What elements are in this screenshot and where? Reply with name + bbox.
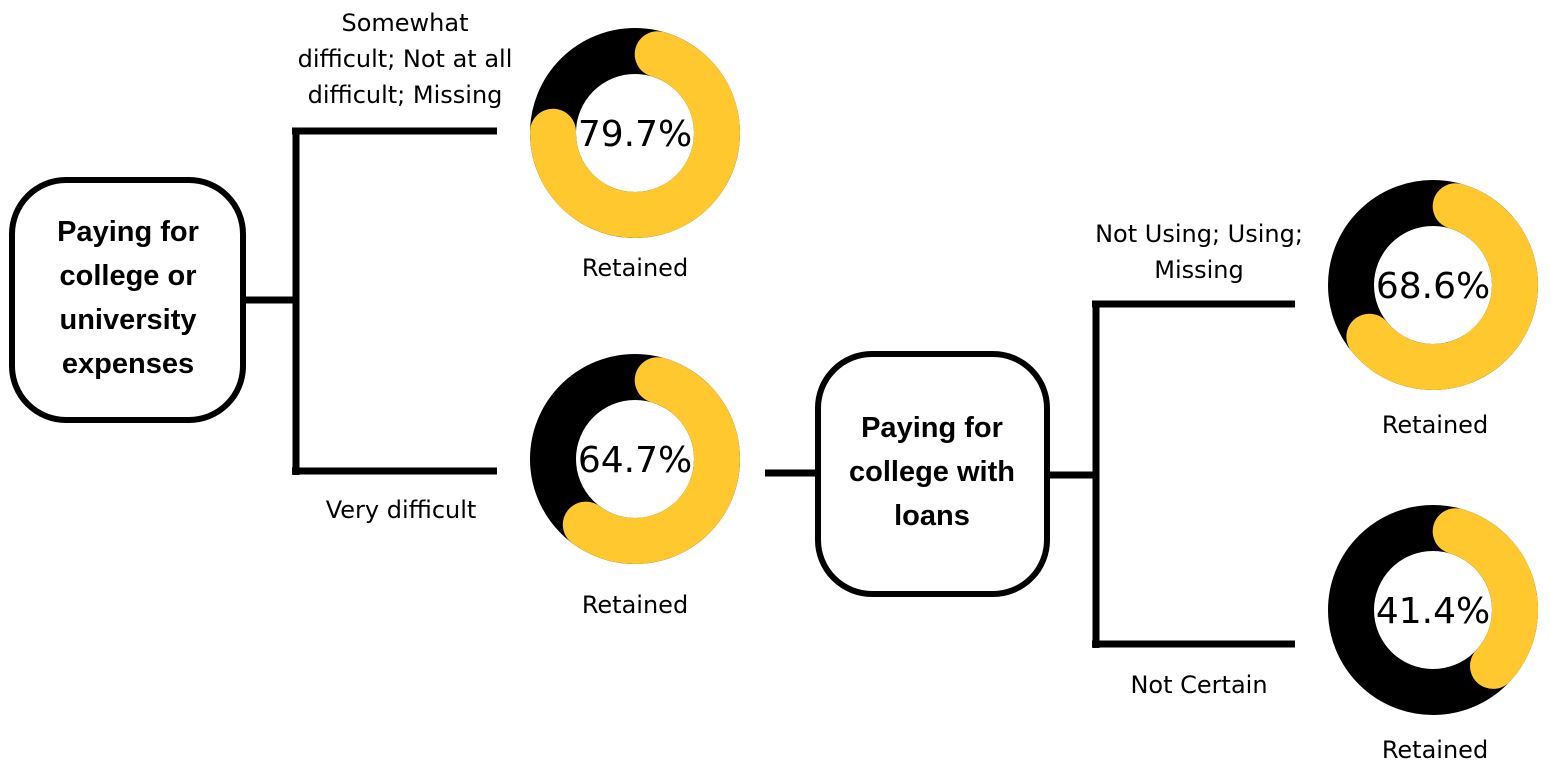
donut-2-caption: Retained: [582, 591, 688, 619]
root-node: Paying for college or university expense…: [9, 177, 246, 423]
branch-label-loans-bottom-line-1: Not Certain: [1130, 671, 1267, 699]
root-node-box: [9, 177, 246, 423]
donut-chart-4: 41.4% Retained: [1328, 505, 1538, 764]
root-node-line-3: university: [60, 304, 197, 336]
branch-label-loans-top: Not Using; Using; Missing: [1095, 220, 1303, 284]
donut-3-percent-label: 68.6%: [1376, 266, 1490, 307]
branch-label-loans-top-line-1: Not Using; Using;: [1095, 220, 1303, 248]
root-node-line-4: expenses: [62, 348, 194, 380]
branch-label-bottom: Very difficult: [326, 496, 477, 524]
loans-node-line-1: Paying for: [861, 412, 1003, 444]
donut-chart-2: 64.7% Retained: [530, 354, 740, 619]
donut-1-caption: Retained: [582, 254, 688, 282]
branch-label-top-line-2: difficult; Not at all: [298, 45, 513, 73]
donut-1-percent-label: 79.7%: [578, 114, 692, 155]
root-node-line-2: college or: [60, 260, 197, 292]
branch-label-top-line-3: difficult; Missing: [308, 81, 503, 109]
branch-label-loans-top-line-2: Missing: [1154, 256, 1244, 284]
loans-node: Paying for college with loans: [815, 351, 1050, 597]
loans-node-line-3: loans: [894, 500, 970, 532]
branch-label-loans-bottom: Not Certain: [1130, 671, 1267, 699]
branch-label-top: Somewhat difficult; Not at all difficult…: [298, 9, 513, 109]
donut-chart-3: 68.6% Retained: [1328, 180, 1538, 439]
donut-4-caption: Retained: [1382, 736, 1488, 764]
root-node-line-1: Paying for: [57, 216, 199, 248]
donut-chart-1: 79.7% Retained: [530, 28, 740, 282]
root-connectors: [244, 127, 497, 475]
donut-4-retained-arc: [1432, 508, 1538, 689]
donut-2-percent-label: 64.7%: [578, 440, 692, 481]
loans-node-line-2: college with: [849, 456, 1015, 488]
branch-label-bottom-line-1: Very difficult: [326, 496, 477, 524]
donut-3-retained-arc: [1346, 183, 1538, 390]
loans-connectors: [765, 300, 1295, 648]
donut-1-retained-arc: [530, 31, 740, 238]
donut-4-percent-label: 41.4%: [1376, 591, 1490, 632]
donut-3-caption: Retained: [1382, 411, 1488, 439]
branch-label-top-line-1: Somewhat: [341, 9, 468, 37]
donut-2-retained-arc: [562, 357, 740, 564]
loans-node-box: [815, 351, 1050, 597]
